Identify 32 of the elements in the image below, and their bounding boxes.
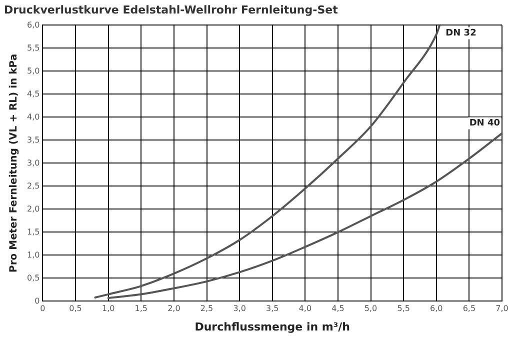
y-tick-label: 2,5 — [26, 181, 40, 190]
y-tick-label: 0,5 — [26, 273, 40, 282]
x-tick-label: 4,0 — [298, 304, 312, 314]
chart-title: Druckverlustkurve Edelstahl-Wellrohr Fernleitung-Set — [4, 3, 338, 16]
series-label: DN 40 — [469, 118, 500, 129]
y-tick-label: 6,0 — [26, 20, 40, 30]
y-tick-label: 3,5 — [26, 135, 40, 144]
x-tick-label: 7,0 — [496, 304, 508, 314]
x-tick-label: 5,0 — [364, 304, 378, 314]
series-label: DN 32 — [446, 28, 476, 39]
x-tick-label: 4,5 — [332, 304, 344, 314]
y-tick-label: 1,0 — [26, 250, 40, 260]
y-tick-label: 4,5 — [26, 89, 40, 98]
x-axis-title: Durchflussmenge in m³/h — [194, 320, 350, 334]
x-tick-label: 2,0 — [168, 304, 180, 314]
x-tick-label: 0,5 — [69, 304, 82, 314]
x-tick-label: 6,5 — [462, 304, 476, 314]
x-tick-label: 1,5 — [134, 304, 148, 314]
x-tick-label: 6,0 — [430, 304, 443, 314]
x-tick-label: 5,5 — [397, 304, 410, 314]
y-axis-title: Pro Meter Fernleitung (VL + RL) in kPa — [8, 54, 20, 272]
y-tick-label: 4,0 — [26, 112, 40, 122]
x-tick-label: 2,5 — [200, 304, 214, 314]
y-tick-label: 5,0 — [26, 66, 40, 76]
y-tick-label: 5,5 — [26, 43, 40, 52]
y-tick-label: 3,0 — [26, 158, 40, 168]
y-tick-label: 1,5 — [26, 227, 40, 236]
x-tick-label: 3,0 — [233, 304, 246, 314]
x-tick-label: 3,5 — [266, 304, 279, 314]
y-tick-label: 2,0 — [26, 204, 40, 214]
x-tick-label: 1,0 — [102, 304, 115, 314]
y-tick-label: 0 — [34, 296, 40, 306]
